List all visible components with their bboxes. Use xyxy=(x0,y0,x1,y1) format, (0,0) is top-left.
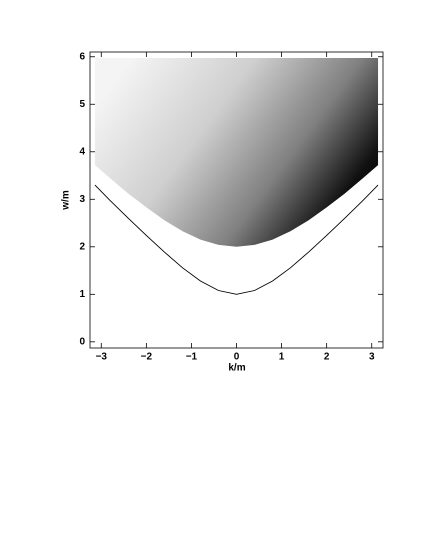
x-tick-label: −2 xyxy=(141,352,153,363)
y-tick-label: 0 xyxy=(79,336,85,347)
x-tick-label: 2 xyxy=(324,352,330,363)
x-tick-label: −3 xyxy=(96,352,108,363)
y-tick-label: 6 xyxy=(79,51,85,62)
x-tick-label: 3 xyxy=(369,352,375,363)
shaded-region xyxy=(94,58,379,247)
y-tick-label: 5 xyxy=(79,99,85,110)
y-tick-label: 4 xyxy=(79,146,85,157)
y-tick-label: 3 xyxy=(79,194,85,205)
x-tick-label: 1 xyxy=(279,352,285,363)
y-axis-label: w/m xyxy=(61,190,72,211)
x-tick-label: −1 xyxy=(186,352,198,363)
y-tick-label: 1 xyxy=(79,289,85,300)
x-axis-label: k/m xyxy=(228,363,245,374)
curve xyxy=(94,184,379,295)
x-tick-label: 0 xyxy=(234,352,240,363)
y-tick-label: 2 xyxy=(79,241,85,252)
